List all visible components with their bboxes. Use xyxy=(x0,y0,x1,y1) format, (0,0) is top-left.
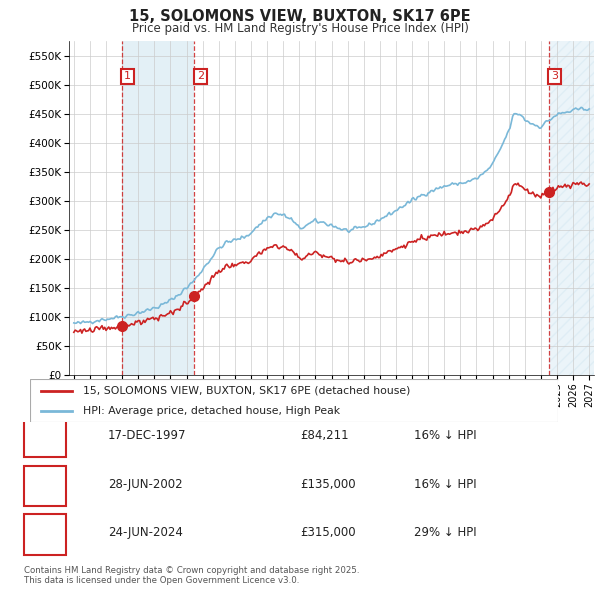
Text: Contains HM Land Registry data © Crown copyright and database right 2025.
This d: Contains HM Land Registry data © Crown c… xyxy=(24,566,359,585)
FancyBboxPatch shape xyxy=(24,417,66,457)
FancyBboxPatch shape xyxy=(24,466,66,506)
Text: 16% ↓ HPI: 16% ↓ HPI xyxy=(414,477,476,490)
Text: 24-JUN-2024: 24-JUN-2024 xyxy=(108,526,183,539)
Bar xyxy=(548,41,594,375)
FancyBboxPatch shape xyxy=(30,379,558,422)
Text: 29% ↓ HPI: 29% ↓ HPI xyxy=(414,526,476,539)
Text: 17-DEC-1997: 17-DEC-1997 xyxy=(108,429,187,442)
Text: £135,000: £135,000 xyxy=(300,477,356,490)
FancyBboxPatch shape xyxy=(24,514,66,555)
Text: 15, SOLOMONS VIEW, BUXTON, SK17 6PE (detached house): 15, SOLOMONS VIEW, BUXTON, SK17 6PE (det… xyxy=(83,386,410,396)
Text: £84,211: £84,211 xyxy=(300,429,349,442)
Text: 15, SOLOMONS VIEW, BUXTON, SK17 6PE: 15, SOLOMONS VIEW, BUXTON, SK17 6PE xyxy=(129,9,471,24)
Text: 1: 1 xyxy=(124,71,131,81)
Text: 3: 3 xyxy=(41,526,49,540)
Text: £315,000: £315,000 xyxy=(300,526,356,539)
Text: Price paid vs. HM Land Registry's House Price Index (HPI): Price paid vs. HM Land Registry's House … xyxy=(131,22,469,35)
Text: 2: 2 xyxy=(41,477,49,491)
Text: HPI: Average price, detached house, High Peak: HPI: Average price, detached house, High… xyxy=(83,407,340,416)
Text: 1: 1 xyxy=(41,428,49,442)
Text: 2: 2 xyxy=(197,71,204,81)
Text: 28-JUN-2002: 28-JUN-2002 xyxy=(108,477,182,490)
Bar xyxy=(121,41,194,375)
Text: 3: 3 xyxy=(551,71,558,81)
Text: 16% ↓ HPI: 16% ↓ HPI xyxy=(414,429,476,442)
